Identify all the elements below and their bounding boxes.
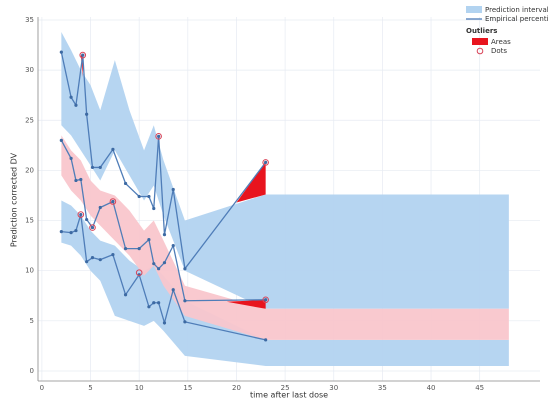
percentile-point	[264, 338, 268, 342]
percentile-point	[183, 299, 187, 303]
percentile-point	[157, 301, 161, 305]
legend-swatch	[466, 6, 482, 13]
percentile-point	[162, 321, 167, 325]
x-tick-label: 15	[183, 384, 192, 392]
percentile-point	[152, 206, 156, 211]
percentile-point	[69, 230, 73, 235]
percentile-point	[123, 181, 128, 186]
x-tick-label: 30	[329, 384, 338, 392]
legend-label: Empirical percentiles	[485, 15, 548, 23]
legend-swatch	[472, 38, 488, 45]
percentile-point	[74, 178, 78, 183]
percentile-point	[98, 205, 102, 210]
y-tick-label: 15	[25, 217, 34, 225]
outlier-dot	[262, 296, 269, 304]
prediction-band	[61, 32, 509, 309]
percentile-point	[79, 212, 83, 217]
percentile-point	[152, 301, 156, 305]
x-tick-label: 25	[281, 384, 290, 392]
y-tick-label: 30	[25, 66, 34, 74]
percentile-point	[59, 138, 63, 142]
outlier-dot	[135, 269, 143, 277]
percentile-point	[147, 238, 151, 242]
percentile-point	[157, 134, 161, 138]
percentile-point	[137, 194, 141, 199]
y-axis-label: Prediction corrected DV	[10, 152, 19, 247]
x-tick-label: 5	[88, 384, 92, 392]
y-tick-label: 20	[25, 166, 34, 174]
x-axis-label: time after last dose	[250, 391, 328, 400]
percentile-point	[111, 199, 115, 204]
x-tick-label: 35	[378, 384, 387, 392]
outlier-dot	[89, 224, 96, 231]
percentile-point	[171, 244, 175, 248]
percentile-point	[59, 229, 63, 234]
percentile-point	[90, 165, 95, 170]
outlier-dot	[262, 159, 269, 166]
percentile-point	[111, 253, 115, 257]
percentile-point	[85, 112, 89, 116]
percentile-point	[90, 225, 95, 230]
percentile-point	[162, 261, 167, 265]
y-tick-label: 10	[25, 267, 34, 275]
y-tick-label: 25	[25, 116, 34, 124]
x-tick-label: 10	[135, 384, 144, 392]
outlier-dot	[155, 133, 162, 140]
prediction-band	[61, 200, 509, 366]
percentile-point	[264, 298, 268, 302]
outlier-area	[226, 299, 266, 309]
outlier-dot	[109, 198, 117, 205]
percentile-point	[81, 53, 85, 57]
percentile-point	[171, 288, 175, 292]
percentile-point	[152, 262, 156, 266]
legend-label: Dots	[491, 47, 507, 55]
percentile-point	[69, 156, 73, 160]
legend-swatch	[476, 47, 484, 55]
percentile-point	[59, 50, 63, 54]
percentile-point	[85, 260, 89, 264]
percentile-point	[74, 228, 78, 233]
percentile-point	[90, 256, 95, 260]
percentile-point	[98, 258, 102, 262]
percentile-point	[171, 187, 175, 192]
percentile-point	[157, 267, 161, 271]
percentile-point	[147, 194, 151, 199]
percentile-point	[183, 320, 187, 324]
percentile-point	[183, 267, 187, 271]
outlier-dot	[79, 51, 87, 59]
outlier-dot	[77, 211, 85, 218]
y-tick-label: 5	[30, 317, 34, 325]
percentile-point	[74, 103, 78, 107]
legend-title: Outliers	[466, 27, 497, 35]
percentile-point	[162, 232, 167, 237]
percentile-point	[69, 95, 73, 99]
percentile-point	[79, 177, 83, 182]
x-tick-label: 40	[427, 384, 436, 392]
y-tick-label: 35	[25, 16, 34, 24]
percentile-point	[98, 165, 102, 170]
percentile-point	[123, 247, 128, 251]
x-tick-label: 0	[40, 384, 44, 392]
percentile-point	[123, 293, 128, 297]
percentile-point	[111, 147, 115, 151]
x-tick-label: 20	[232, 384, 241, 392]
x-tick-label: 45	[475, 384, 484, 392]
percentile-point	[137, 247, 141, 251]
percentile-point	[147, 305, 151, 309]
y-tick-label: 0	[30, 367, 34, 375]
legend-label: Prediction interval	[485, 6, 548, 14]
legend-label: Areas	[491, 38, 511, 46]
percentile-point	[264, 160, 268, 164]
percentile-point	[85, 217, 89, 222]
